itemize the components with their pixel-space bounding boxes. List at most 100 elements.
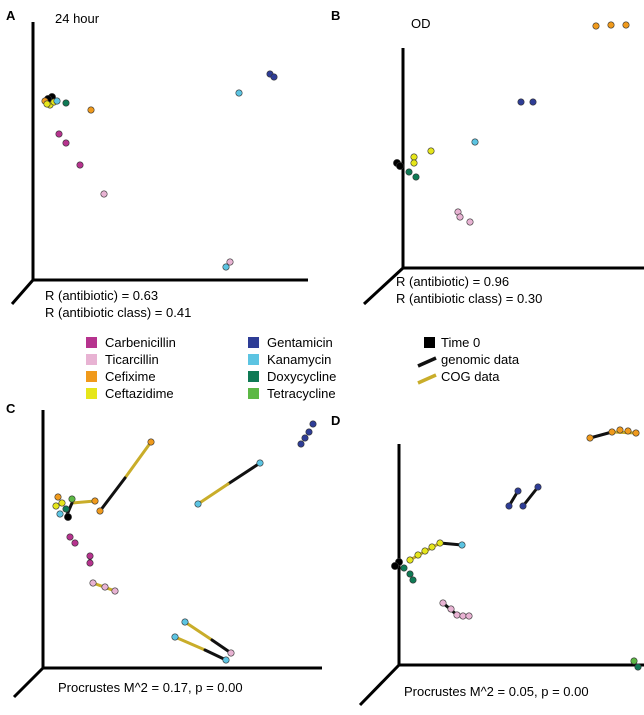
panel-c-point-ticarcillin-21 bbox=[101, 583, 109, 591]
legend-swatch-time-0 bbox=[424, 337, 435, 348]
panel-c-point-kanamycin-26 bbox=[222, 656, 230, 664]
panel-d-point-ceftazidime-12 bbox=[421, 547, 429, 555]
panel-d-point-ceftazidime-14 bbox=[406, 556, 414, 564]
legend-swatch-cefixime bbox=[86, 371, 97, 382]
legend-label-time-0: Time 0 bbox=[441, 335, 480, 350]
panel-b-point-ceftazidime-7 bbox=[410, 153, 418, 161]
panel-b-point-doxycycline-11 bbox=[405, 168, 413, 176]
panel-b-point-ticarcillin-14 bbox=[456, 213, 464, 221]
panel-c-segment-1 bbox=[98, 476, 127, 513]
legend-label-gentamicin: Gentamicin bbox=[267, 335, 333, 350]
panel-d-point-cefixime-3 bbox=[624, 427, 632, 435]
panel-b-point-time-0-10 bbox=[396, 162, 404, 170]
panel-d-point-cefixime-4 bbox=[632, 429, 640, 437]
panel-d-annotation-1: Procrustes M^2 = 0.05, p = 0.00 bbox=[404, 684, 589, 699]
panel-c-point-cefixime-1 bbox=[96, 507, 104, 515]
panel-d-point-cefixime-2 bbox=[616, 426, 624, 434]
legend-label-genomic-data: genomic data bbox=[441, 352, 520, 367]
panel-letter-d: D bbox=[331, 413, 340, 428]
panel-a-annotation-1: R (antibiotic) = 0.63 bbox=[45, 288, 158, 303]
panel-c-point-ticarcillin-25 bbox=[227, 649, 235, 657]
panel-c-point-gentamicin-6 bbox=[305, 428, 313, 436]
panel-b-point-cefixime-1 bbox=[607, 21, 615, 29]
legend-label-carbenicillin: Carbenicillin bbox=[105, 335, 176, 350]
panel-a-point-kanamycin-17 bbox=[222, 263, 230, 271]
panel-d-segment-4 bbox=[438, 541, 464, 547]
legend-swatch-carbenicillin bbox=[86, 337, 97, 348]
panel-c-point-cefixime-9 bbox=[54, 493, 62, 501]
panel-c-point-ceftazidime-10 bbox=[58, 499, 66, 507]
panel-a-point-carbenicillin-11 bbox=[76, 161, 84, 169]
panel-a-marks bbox=[41, 70, 278, 271]
legend-swatch-ceftazidime bbox=[86, 388, 97, 399]
panel-d-segment-0 bbox=[588, 430, 614, 440]
panel-d-point-doxycycline-17 bbox=[400, 564, 408, 572]
panel-b-point-ticarcillin-15 bbox=[466, 218, 474, 226]
legend-label-ticarcillin: Ticarcillin bbox=[105, 352, 159, 367]
panel-b-marks bbox=[393, 21, 630, 226]
panel-c-point-ticarcillin-22 bbox=[111, 587, 119, 595]
panel-c-segment-5 bbox=[210, 638, 233, 655]
legend-swatch-gentamicin bbox=[248, 337, 259, 348]
panel-d-point-ticarcillin-21 bbox=[447, 605, 455, 613]
panel-d-point-ceftazidime-13 bbox=[414, 551, 422, 559]
panel-d-point-gentamicin-7 bbox=[534, 483, 542, 491]
legend-swatch-cog-data bbox=[417, 373, 437, 385]
panel-b-axis-z bbox=[362, 266, 405, 306]
panel-d-segment-1 bbox=[610, 430, 638, 435]
panel-c: C Procrustes M^2 = 0.17, p = 0.00 bbox=[6, 401, 322, 699]
panel-c-segment-4 bbox=[183, 620, 214, 642]
legend-label-tetracycline: Tetracycline bbox=[267, 386, 336, 401]
panel-d-point-cefixime-1 bbox=[608, 428, 616, 436]
panel-c-point-kanamycin-12 bbox=[56, 510, 64, 518]
panel-a-point-doxycycline-7 bbox=[62, 99, 70, 107]
panel-d-point-doxycycline-26 bbox=[634, 663, 642, 671]
panel-c-segment-6 bbox=[173, 635, 207, 652]
panel-b-annotation-2: R (antibiotic class) = 0.30 bbox=[396, 291, 542, 306]
panel-d-segment-3 bbox=[521, 485, 540, 508]
panel-c-point-ceftazidime-15 bbox=[52, 502, 60, 510]
panel-b-point-ceftazidime-8 bbox=[410, 159, 418, 167]
panel-letter-c: C bbox=[6, 401, 16, 416]
panel-a-point-ticarcillin-12 bbox=[100, 190, 108, 198]
panel-c-axis-z bbox=[12, 666, 45, 699]
panel-c-point-kanamycin-3 bbox=[256, 459, 264, 467]
panel-c-segment-0 bbox=[123, 440, 153, 480]
legend-label-doxycycline: Doxycycline bbox=[267, 369, 336, 384]
panel-d-point-tetracycline-25 bbox=[630, 657, 638, 665]
panel-c-point-gentamicin-8 bbox=[297, 440, 305, 448]
panel-c-point-kanamycin-24 bbox=[171, 633, 179, 641]
legend: Carbenicillin Ticarcillin Cefixime Ceftazid… bbox=[86, 335, 520, 401]
panel-a-point-carbenicillin-9 bbox=[55, 130, 63, 138]
legend-items: Carbenicillin Ticarcillin Cefixime Ceftazid… bbox=[86, 335, 520, 401]
panel-a-point-kanamycin-13 bbox=[235, 89, 243, 97]
legend-label-ceftazidime: Ceftazidime bbox=[105, 386, 174, 401]
panel-c-point-time-0-13 bbox=[64, 513, 72, 521]
panel-b-title: OD bbox=[411, 16, 431, 31]
panel-b-point-gentamicin-4 bbox=[529, 98, 537, 106]
panel-b-point-gentamicin-3 bbox=[517, 98, 525, 106]
panel-b-point-cefixime-2 bbox=[622, 21, 630, 29]
legend-swatch-tetracycline bbox=[248, 388, 259, 399]
panel-d-point-cefixime-0 bbox=[586, 434, 594, 442]
panel-a-axis-z bbox=[10, 279, 35, 305]
panel-a-annotation-2: R (antibiotic class) = 0.41 bbox=[45, 305, 191, 320]
panel-c-segment-3 bbox=[196, 482, 230, 506]
panel-c-point-gentamicin-5 bbox=[309, 420, 317, 428]
panel-c-point-carbenicillin-16 bbox=[66, 533, 74, 541]
panel-d-point-ticarcillin-24 bbox=[465, 612, 473, 620]
panel-a-point-ceftazidime-5 bbox=[43, 100, 51, 108]
panel-d-point-doxycycline-19 bbox=[409, 576, 417, 584]
panel-c-marks bbox=[52, 420, 317, 664]
panel-a-point-ticarcillin-16 bbox=[226, 258, 234, 266]
panel-a-title: 24 hour bbox=[55, 11, 100, 26]
panel-d-marks bbox=[391, 426, 642, 671]
panel-c-point-carbenicillin-19 bbox=[86, 559, 94, 567]
panel-d-point-ticarcillin-22 bbox=[453, 611, 461, 619]
panel-a-point-kanamycin-6 bbox=[53, 97, 61, 105]
legend-swatch-kanamycin bbox=[248, 354, 259, 365]
legend-swatch-genomic-data bbox=[417, 356, 437, 368]
panel-c-segment-2 bbox=[226, 461, 262, 486]
panel-letter-b: B bbox=[331, 8, 340, 23]
